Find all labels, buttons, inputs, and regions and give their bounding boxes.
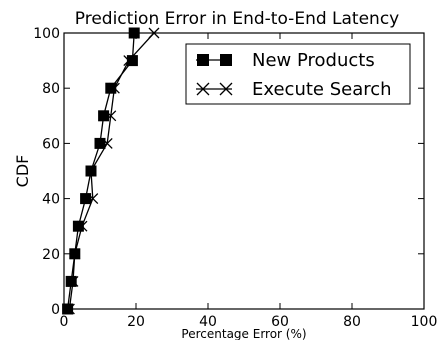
legend-marker-x	[196, 82, 210, 96]
x-tick-label: 20	[127, 314, 145, 330]
data-point-square	[128, 27, 140, 39]
data-point-x	[148, 27, 160, 39]
data-point-x	[101, 137, 113, 149]
x-tick-label: 100	[411, 314, 438, 330]
plot-frame	[63, 32, 425, 310]
y-tick-label: 0	[51, 302, 60, 318]
data-point-square	[94, 137, 106, 149]
y-tick-label: 80	[42, 81, 60, 97]
legend-marker-square	[220, 54, 232, 66]
x-tick-label: 40	[199, 314, 217, 330]
series-layer	[62, 27, 160, 315]
data-point-square	[65, 275, 77, 287]
x-tick-label: 80	[343, 314, 361, 330]
data-point-square	[72, 220, 84, 232]
plot-area	[63, 32, 425, 310]
legend-entry-execute-search: Execute Search	[196, 79, 392, 100]
y-tick-label: 100	[33, 26, 60, 42]
data-point-x	[67, 275, 79, 287]
data-point-square	[98, 110, 110, 122]
y-tick-label: 20	[42, 247, 60, 263]
data-point-x	[87, 193, 99, 205]
data-point-x	[63, 303, 75, 315]
legend-label-execute-search: Execute Search	[252, 79, 392, 100]
x-axis-label: Percentage Error (%)	[181, 327, 306, 340]
data-point-x	[105, 110, 117, 122]
data-point-x	[69, 248, 81, 260]
data-point-square	[62, 303, 74, 315]
x-tick-label: 60	[271, 314, 289, 330]
legend-entry-new-products: New Products	[196, 50, 375, 71]
y-tick-label: 60	[42, 136, 60, 152]
y-axis-label: CDF	[13, 155, 32, 188]
y-tick-label: 40	[42, 192, 60, 208]
series-line-new-products	[66, 32, 135, 310]
chart-title: Prediction Error in End-to-End Latency	[75, 9, 399, 29]
data-point-x	[76, 220, 88, 232]
legend-marker-x	[219, 82, 233, 96]
series-execute-search	[63, 27, 160, 315]
data-point-x	[108, 82, 120, 94]
data-point-square	[105, 82, 117, 94]
legend-label-new-products: New Products	[252, 50, 375, 71]
series-line-execute-search	[68, 32, 155, 310]
legend: New Products Execute Search	[185, 43, 411, 105]
data-point-square	[80, 193, 92, 205]
data-point-x	[123, 55, 135, 67]
data-point-x	[85, 165, 97, 177]
x-tick-label: 0	[60, 314, 69, 330]
data-point-square	[126, 55, 138, 67]
legend-marker-square	[197, 54, 209, 66]
